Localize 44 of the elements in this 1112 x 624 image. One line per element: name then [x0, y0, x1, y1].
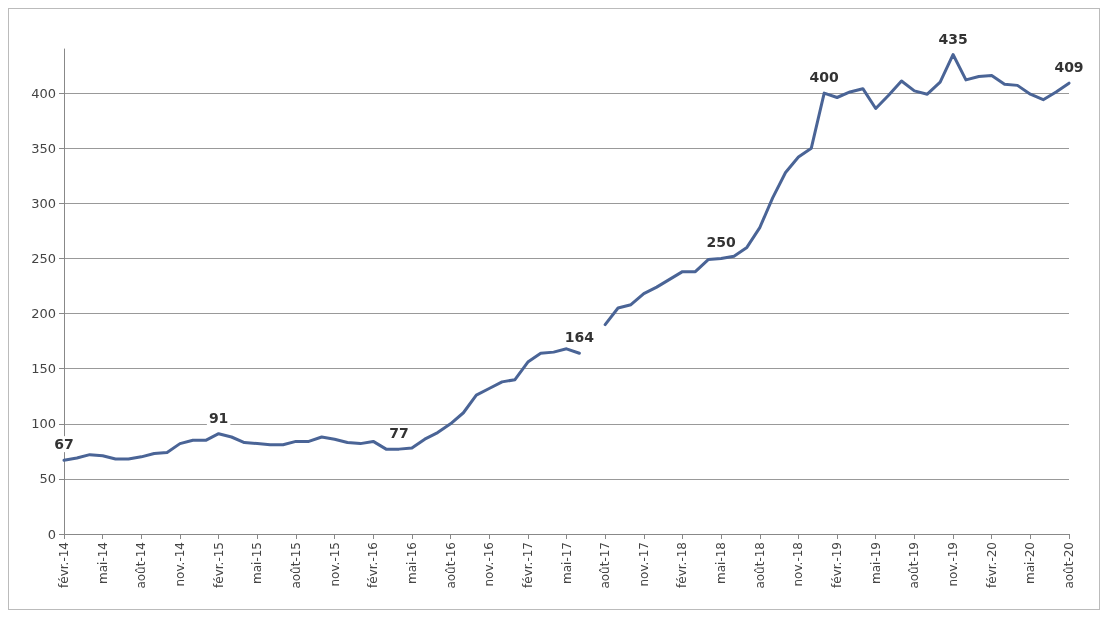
y-tick-label: 50 [39, 471, 56, 487]
x-tick-label: août-18 [752, 542, 767, 589]
x-tick-label: nov.-18 [791, 542, 806, 587]
data-label: 435 [938, 30, 968, 47]
x-tick-label: mai-16 [404, 542, 419, 584]
y-tick-label: 400 [31, 85, 56, 101]
y-tick-label: 0 [47, 526, 56, 542]
y-tick-label: 300 [31, 195, 56, 211]
x-tick-label: nov.-16 [482, 542, 497, 587]
y-tick-label: 150 [31, 361, 56, 377]
x-tick-label: nov.-17 [636, 542, 651, 587]
x-tick-label: août-19 [907, 542, 922, 589]
x-tick-label: mai-15 [250, 542, 265, 584]
y-tick-label: 200 [31, 306, 56, 322]
y-tick-label: 350 [31, 140, 56, 156]
data-label: 409 [1054, 59, 1084, 76]
x-tick-label: nov.-14 [172, 542, 187, 587]
x-tick-label: mai-18 [714, 542, 729, 584]
x-tick-label: mai-20 [1023, 542, 1038, 584]
x-tick-label: août-15 [288, 542, 303, 589]
x-tick-label: mai-19 [868, 542, 883, 584]
data-label: 67 [54, 436, 74, 453]
y-tick-label: 100 [31, 416, 56, 432]
x-tick-label: févr.-16 [366, 542, 381, 588]
x-tick-label: août-17 [598, 542, 613, 589]
x-tick-label: août-16 [443, 542, 458, 589]
y-tick-label: 250 [31, 250, 56, 266]
x-tick-label: févr.-15 [211, 542, 226, 588]
x-tick-label: nov.-15 [327, 542, 342, 587]
data-label: 91 [208, 409, 229, 426]
x-tick-label: août-14 [134, 542, 149, 589]
data-label: 77 [389, 425, 409, 442]
x-tick-label: août-20 [1062, 542, 1076, 589]
data-label: 250 [706, 234, 736, 251]
data-label: 400 [809, 69, 840, 86]
x-tick-label: févr.-19 [830, 542, 845, 588]
data-label: 164 [564, 329, 595, 346]
x-tick-label: mai-14 [95, 542, 110, 584]
x-tick-label: févr.-20 [984, 542, 999, 588]
x-tick-label: févr.-17 [520, 542, 535, 588]
x-tick-label: mai-17 [559, 542, 574, 584]
x-tick-label: févr.-18 [675, 542, 690, 588]
x-tick-label: févr.-14 [57, 542, 71, 588]
x-tick-label: nov.-19 [946, 542, 961, 587]
